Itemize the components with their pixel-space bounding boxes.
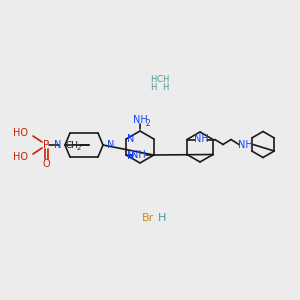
Text: H: H [162,82,168,91]
Text: 2: 2 [146,118,150,127]
Text: O: O [42,159,50,169]
Text: P: P [43,140,49,150]
Text: NH: NH [133,115,147,125]
Text: H: H [158,213,166,223]
Text: Br: Br [142,213,154,223]
Text: HO: HO [13,152,28,162]
Text: N: N [54,140,61,150]
Text: 2: 2 [77,145,81,151]
Text: H: H [150,76,156,85]
Text: N: N [128,134,135,144]
Text: HO: HO [13,128,28,138]
Text: NH: NH [194,134,208,145]
Text: NH: NH [238,140,252,149]
Text: H: H [162,76,168,85]
Text: N: N [128,151,135,161]
Text: C: C [156,76,162,85]
Text: NH: NH [131,150,146,160]
Text: CH: CH [65,140,78,149]
Text: H: H [150,82,156,91]
Text: N: N [107,140,114,150]
